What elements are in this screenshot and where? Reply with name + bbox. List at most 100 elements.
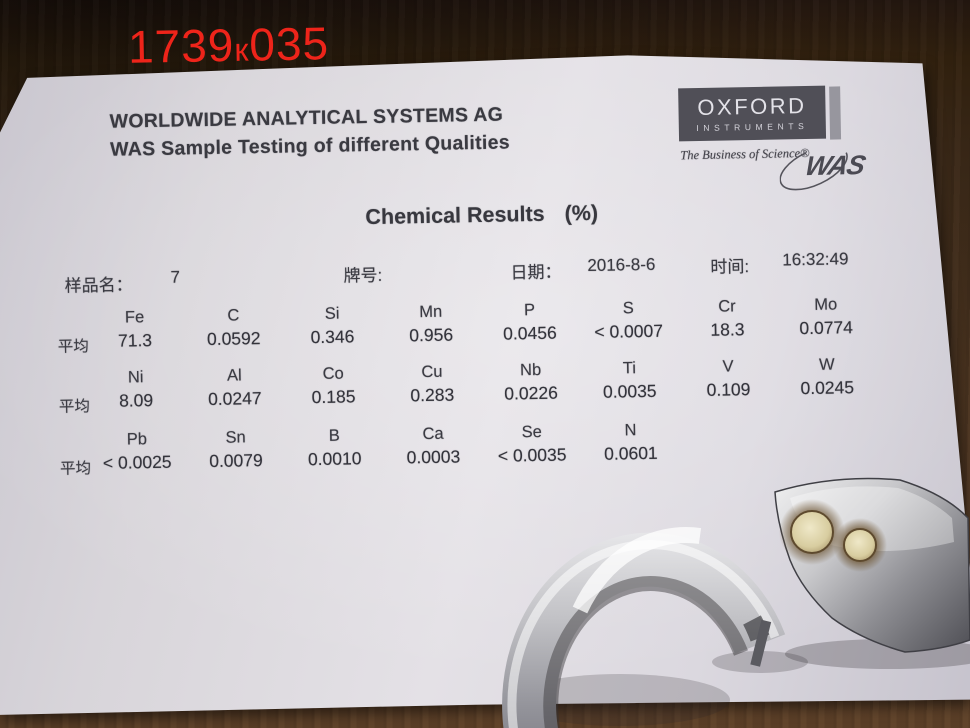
ring-shadow — [510, 674, 730, 726]
element-symbol: Cr — [718, 297, 736, 316]
grind-spot — [843, 528, 877, 562]
element-value: < 0.0025 — [102, 451, 172, 473]
element-result: Al 0.0247 — [185, 365, 285, 412]
element-symbol: Cu — [421, 362, 443, 382]
time-label: 时间: — [710, 257, 750, 277]
element-value: 0.0245 — [800, 376, 855, 398]
element-value: 0.0456 — [503, 322, 557, 344]
element-result: P 0.0456 — [480, 299, 580, 346]
element-value: 8.09 — [118, 389, 154, 411]
element-result: Mn 0.956 — [381, 301, 481, 348]
element-result: Si 0.346 — [283, 303, 383, 350]
element-result: Cu 0.283 — [382, 361, 482, 408]
element-value: 0.0079 — [209, 449, 263, 471]
element-result: C 0.0592 — [184, 305, 284, 352]
logo-brand-subtext: INSTRUMENTS — [696, 120, 809, 133]
average-label-row3: 平均 — [59, 460, 92, 478]
section-title: Chemical Results (%) — [365, 201, 598, 230]
was-swoosh-icon — [779, 145, 848, 191]
element-symbol: B — [328, 426, 340, 445]
sample-name-label: 样品名： — [64, 275, 133, 296]
results-row-2: Ni 8.09 Al 0.0247 Co 0.185 Cu 0.283 Nb 0.0226… — [86, 354, 877, 414]
element-value: 0.0010 — [307, 447, 362, 469]
element-result: Co 0.185 — [284, 363, 384, 410]
element-symbol: Al — [226, 366, 242, 385]
element-value: 0.185 — [311, 385, 356, 407]
element-symbol: Se — [521, 422, 543, 442]
report-header: WORLDWIDE ANALYTICAL SYSTEMS AG WAS Samp… — [109, 100, 510, 164]
grade-label: 牌号: — [343, 265, 383, 286]
element-symbol: Ti — [622, 359, 637, 378]
element-result: Mo 0.0774 — [776, 294, 876, 341]
element-value: 0.0226 — [504, 382, 558, 404]
logo-brand-text: OXFORD — [697, 92, 807, 120]
element-result: S < 0.0007 — [579, 297, 679, 344]
results-row-1: Fe 71.3 C 0.0592 Si 0.346 Mn 0.956 P 0.0456 S… — [85, 294, 876, 354]
sample-name-value: 7 — [170, 267, 181, 287]
element-symbol: N — [624, 421, 637, 440]
date-label: 日期： — [510, 262, 562, 283]
element-value: 0.109 — [706, 378, 751, 400]
element-value: 0.956 — [409, 324, 454, 345]
element-result: Cr 18.3 — [677, 296, 777, 343]
section-title-text: Chemical Results — [365, 201, 545, 230]
oxford-instruments-logo: OXFORD INSTRUMENTS The Business of Scien… — [678, 85, 868, 191]
was-logo-text: WAS — [802, 149, 868, 182]
element-result: Nb 0.0226 — [481, 359, 581, 406]
element-result: W 0.0245 — [777, 354, 877, 401]
element-symbol: C — [227, 306, 240, 325]
element-symbol: S — [622, 299, 634, 318]
element-result: Sn 0.0079 — [186, 427, 286, 474]
element-symbol: Co — [322, 364, 344, 383]
element-value: 0.0247 — [207, 387, 262, 409]
average-label-row1: 平均 — [57, 338, 89, 356]
element-symbol: W — [818, 355, 835, 374]
element-value: < 0.0007 — [594, 320, 664, 342]
element-symbol: P — [523, 301, 536, 320]
specimen-id-k: к — [234, 31, 250, 68]
element-symbol: Mn — [419, 302, 443, 322]
element-symbol: Ni — [127, 368, 144, 387]
element-value: 0.0774 — [799, 316, 854, 338]
element-symbol: Mo — [814, 295, 838, 314]
ring-fracture-tip — [750, 619, 772, 667]
metal-sample-pieces — [502, 477, 970, 728]
element-symbol: Pb — [126, 430, 148, 449]
specimen-id-overlay: 1739к035 — [128, 16, 330, 74]
grind-spot — [790, 510, 834, 554]
element-value: 0.346 — [310, 325, 355, 347]
specimen-id-prefix: 1739 — [127, 18, 235, 73]
logo-box: OXFORD INSTRUMENTS — [678, 85, 827, 142]
element-result: B 0.0010 — [285, 425, 385, 472]
date-value: 2016-8-6 — [587, 254, 656, 276]
report-subtitle: WAS Sample Testing of different Qualitie… — [109, 131, 511, 162]
average-label-row2: 平均 — [58, 398, 91, 416]
metal-fragment — [774, 477, 970, 653]
element-result: V 0.109 — [679, 356, 779, 403]
element-symbol: Nb — [519, 360, 542, 380]
element-value: 71.3 — [117, 329, 153, 351]
element-value: 0.0035 — [602, 380, 657, 402]
element-symbol: Ca — [422, 424, 444, 444]
element-result: Pb < 0.0025 — [87, 428, 187, 475]
element-value: 18.3 — [710, 318, 745, 340]
element-symbol: Sn — [225, 428, 246, 447]
time-value: 16:32:49 — [782, 249, 849, 270]
was-logo-mark: WAS — [779, 141, 880, 195]
logo-side-bar — [829, 86, 842, 140]
section-title-unit: (%) — [564, 200, 599, 226]
element-value: 0.0592 — [206, 327, 261, 349]
element-symbol: Fe — [124, 308, 145, 327]
element-symbol: Si — [324, 304, 340, 323]
specimen-id-suffix: 035 — [248, 17, 330, 71]
element-result: Fe 71.3 — [85, 306, 185, 353]
element-result: Ti 0.0035 — [580, 357, 680, 404]
element-value: 0.283 — [410, 384, 455, 405]
metal-ring — [502, 527, 786, 728]
element-symbol: V — [722, 357, 734, 376]
element-result: Ni 8.09 — [86, 366, 186, 413]
